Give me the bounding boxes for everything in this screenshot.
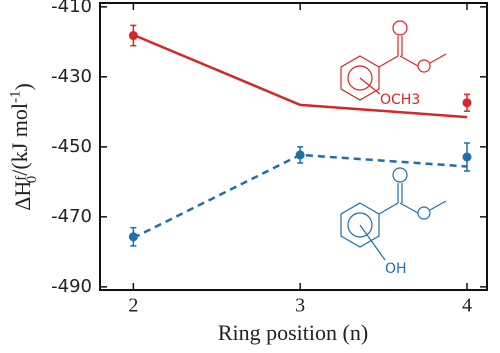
y-label-part: /(kJ mol xyxy=(7,103,32,176)
red-molecule xyxy=(340,20,447,101)
y-label-part: 0 xyxy=(24,176,40,184)
series-line xyxy=(132,33,468,119)
y-label-part: -1 xyxy=(8,91,24,104)
blue-molecule xyxy=(340,167,447,261)
y-label-part: ) xyxy=(11,83,36,90)
series-line xyxy=(132,153,468,239)
data-point xyxy=(462,98,472,108)
y-label-part: f xyxy=(14,176,30,181)
x-tick-label: 2 xyxy=(128,295,138,317)
data-point xyxy=(295,150,305,160)
y-tick-label: -450 xyxy=(51,136,92,157)
data-point xyxy=(128,31,138,41)
data-point xyxy=(462,152,472,162)
x-tick-label: 4 xyxy=(462,295,472,317)
y-tick-label: -430 xyxy=(51,66,92,87)
y-label-part: ΔH xyxy=(10,181,35,211)
y-tick-label: -490 xyxy=(51,276,92,297)
x-axis-label: Ring position (n) xyxy=(218,320,368,345)
y-tick-label: -410 xyxy=(51,0,92,17)
annotation: OCH3 xyxy=(380,92,420,108)
y-axis-label: ΔHf0/(kJ mol-1) xyxy=(7,83,40,211)
x-tick-label: 3 xyxy=(295,295,305,317)
data-point xyxy=(128,232,138,242)
annotation: OH xyxy=(385,261,407,277)
y-tick-label: -470 xyxy=(51,206,92,227)
